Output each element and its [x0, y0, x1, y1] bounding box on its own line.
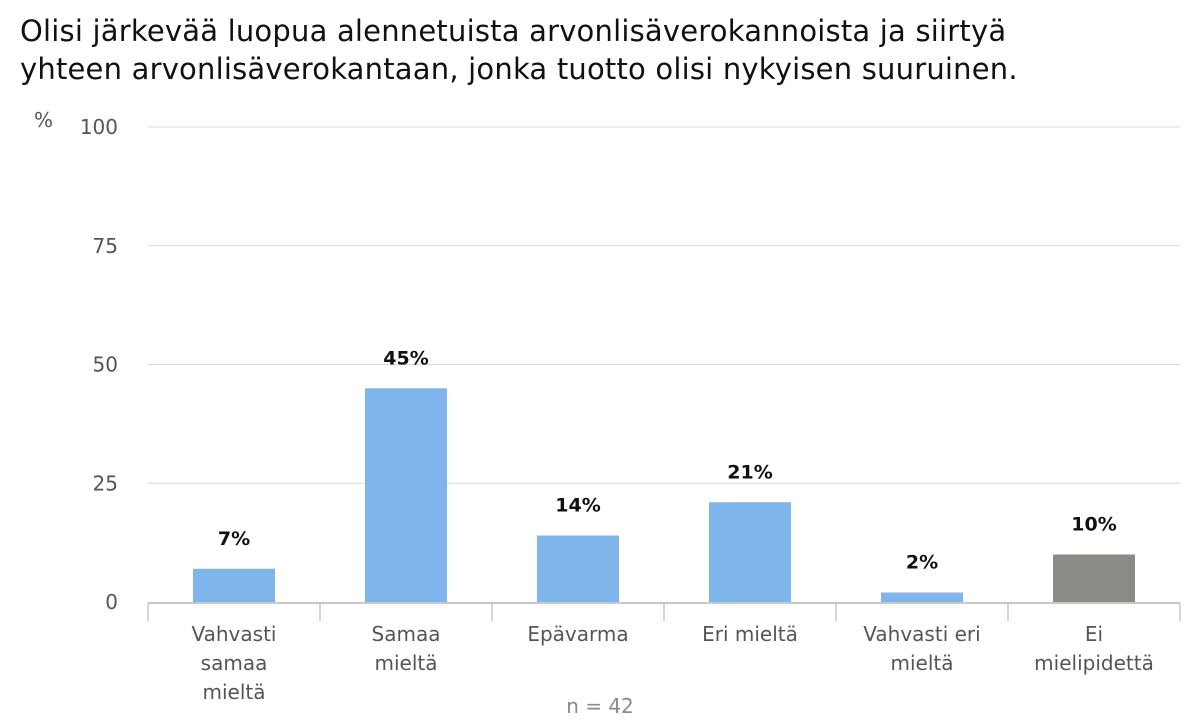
bar [1053, 554, 1135, 602]
x-category-label: mieltä [891, 651, 954, 675]
x-category-label: Vahvasti eri [863, 622, 980, 646]
data-label: 2% [906, 552, 938, 574]
x-category-label: samaa [201, 651, 268, 675]
bar [709, 502, 791, 602]
data-label: 10% [1071, 514, 1116, 536]
chart-title: Olisi järkevää luopua alennetuista arvon… [20, 12, 1180, 88]
sample-size-note: n = 42 [566, 694, 634, 718]
y-tick-label: 0 [105, 590, 118, 614]
bar [881, 592, 963, 602]
x-category-label: Samaa [372, 622, 441, 646]
data-label: 7% [218, 528, 250, 550]
x-category-label: Epävarma [527, 622, 628, 646]
y-tick-label: 100 [80, 115, 118, 139]
y-tick-label: 25 [93, 471, 118, 495]
x-category-label: mieltä [203, 680, 266, 704]
bar [537, 535, 619, 602]
x-category-label: mieltä [375, 651, 438, 675]
bar [193, 568, 275, 602]
x-category-label: Vahvasti [192, 622, 277, 646]
data-label: 14% [555, 495, 600, 517]
bar [365, 388, 447, 602]
chart-title-line-2: yhteen arvonlisäverokantaan, jonka tuott… [20, 52, 1018, 86]
data-label: 21% [727, 461, 772, 483]
chart-title-line-1: Olisi järkevää luopua alennetuista arvon… [20, 14, 1007, 48]
y-tick-label: 75 [93, 234, 118, 258]
y-tick-label: 50 [93, 353, 118, 377]
x-category-label: Eri mieltä [702, 622, 798, 646]
y-axis-unit-label: % [34, 108, 53, 132]
data-label: 45% [383, 347, 428, 369]
x-category-label: Ei [1085, 622, 1103, 646]
x-category-label: mielipidettä [1034, 651, 1154, 675]
